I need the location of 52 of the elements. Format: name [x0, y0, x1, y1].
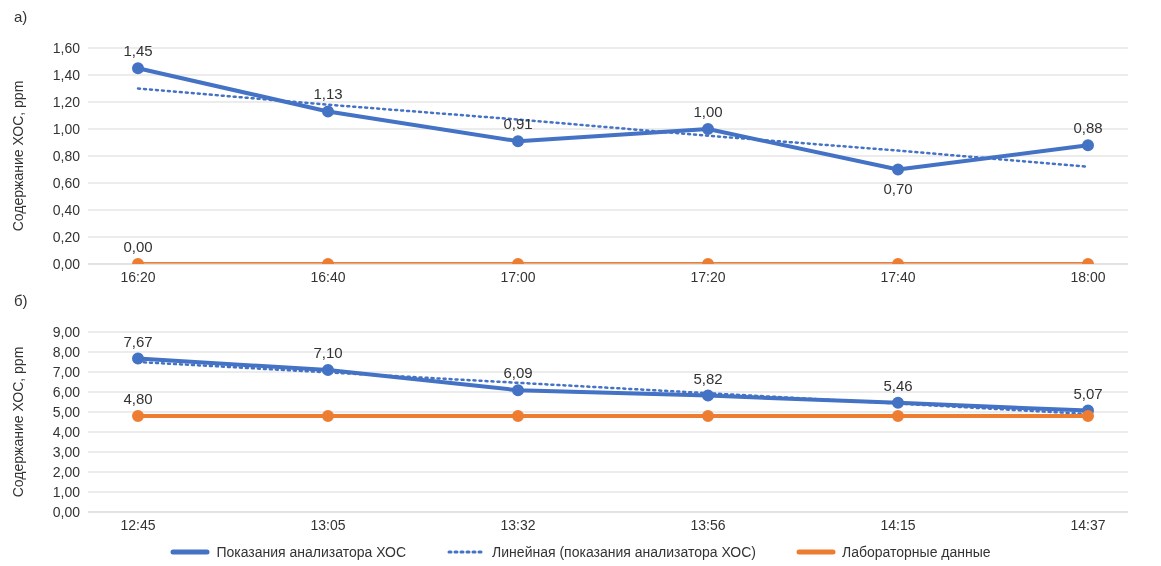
- y-tick-label: 2,00: [52, 463, 81, 480]
- y-tick-label: 7,00: [52, 363, 81, 380]
- y-tick-label: 0,20: [52, 228, 81, 245]
- y-tick-label: 9,00: [52, 323, 81, 340]
- x-tick-label: 13:05: [310, 516, 346, 533]
- data-label: 5,82: [693, 369, 723, 387]
- x-tick-label: 14:37: [1070, 516, 1106, 533]
- y-tick-label: 1,00: [52, 483, 81, 500]
- legend-label: Линейная (показания анализатора ХОС): [492, 544, 756, 560]
- data-label: 5,07: [1073, 384, 1103, 402]
- chart-title: а): [14, 8, 29, 25]
- data-label: 0,88: [1073, 119, 1103, 137]
- legend-label: Показания анализатора ХОС: [216, 544, 407, 560]
- y-tick-label: 3,00: [52, 443, 81, 460]
- x-tick-label: 17:00: [500, 268, 536, 285]
- y-tick-label: 0,80: [52, 147, 81, 164]
- y-axis-title: Содержание ХОС, ppm: [9, 346, 26, 498]
- y-axis-title: Содержание ХОС, ppm: [9, 80, 26, 232]
- y-tick-label: 8,00: [52, 343, 81, 360]
- y-tick-label: 1,60: [52, 39, 81, 56]
- x-tick-label: 12:45: [120, 516, 156, 533]
- y-tick-label: 1,00: [52, 120, 81, 137]
- legend-label: Лабораторные данные: [842, 544, 991, 560]
- chart-title: б): [14, 292, 29, 309]
- x-tick-label: 14:15: [880, 516, 916, 533]
- y-tick-label: 5,00: [52, 403, 81, 420]
- x-tick-label: 13:32: [500, 516, 536, 533]
- data-label: 6,09: [503, 364, 533, 382]
- data-label: 5,46: [883, 376, 913, 394]
- data-label: 0,91: [503, 115, 533, 133]
- data-label: 7,10: [313, 344, 343, 361]
- x-tick-label: 17:40: [880, 268, 916, 285]
- y-tick-label: 1,20: [52, 93, 81, 110]
- data-label: 0,00: [123, 238, 153, 255]
- data-label: 4,80: [123, 390, 153, 407]
- y-tick-label: 0,00: [52, 503, 81, 520]
- y-tick-label: 6,00: [52, 383, 81, 400]
- x-tick-label: 17:20: [690, 268, 726, 285]
- y-tick-label: 0,40: [52, 201, 81, 218]
- x-tick-label: 13:56: [690, 516, 726, 533]
- data-label: 7,67: [123, 332, 153, 350]
- data-label: 1,45: [123, 42, 153, 60]
- x-tick-label: 16:20: [120, 268, 156, 285]
- data-label: 0,70: [883, 179, 913, 197]
- data-label: 1,13: [313, 85, 343, 103]
- x-tick-label: 18:00: [1070, 268, 1106, 285]
- y-tick-label: 0,00: [52, 255, 81, 272]
- y-tick-label: 1,40: [52, 66, 81, 83]
- x-tick-label: 16:40: [310, 268, 346, 285]
- data-label: 1,00: [693, 103, 723, 120]
- y-tick-label: 4,00: [52, 423, 81, 440]
- y-tick-label: 0,60: [52, 174, 81, 191]
